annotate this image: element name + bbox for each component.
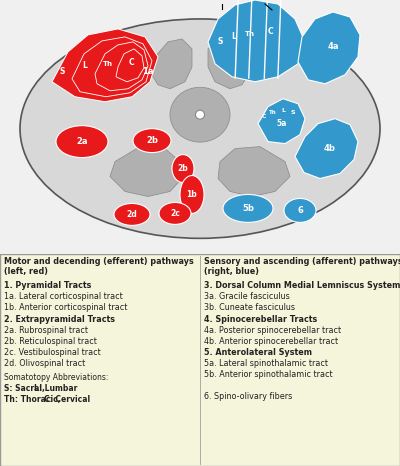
Text: 1b. Anterior corticospinal tract: 1b. Anterior corticospinal tract: [4, 303, 127, 312]
Text: 3. Dorsal Column Medial Lemniscus System: 3. Dorsal Column Medial Lemniscus System: [204, 281, 400, 290]
Text: L: L: [281, 108, 285, 113]
Ellipse shape: [159, 202, 191, 225]
Text: 2d. Olivospinal tract: 2d. Olivospinal tract: [4, 359, 85, 368]
Ellipse shape: [56, 126, 108, 158]
Polygon shape: [110, 147, 182, 197]
Text: Th: Th: [103, 61, 113, 67]
Polygon shape: [298, 12, 360, 84]
Text: L: L: [232, 33, 236, 41]
Text: 1a. Lateral corticospinal tract: 1a. Lateral corticospinal tract: [4, 292, 123, 302]
Ellipse shape: [196, 110, 204, 119]
Text: L: Lumbar: L: Lumbar: [34, 384, 77, 393]
Text: 5b: 5b: [242, 204, 254, 213]
Text: 2b: 2b: [178, 164, 188, 173]
Text: 2a. Rubrospinal tract: 2a. Rubrospinal tract: [4, 326, 88, 335]
Polygon shape: [208, 0, 305, 82]
Text: 2. Extrapyramidal Tracts: 2. Extrapyramidal Tracts: [4, 315, 115, 323]
Polygon shape: [258, 99, 305, 144]
Polygon shape: [95, 42, 148, 91]
Text: C: C: [128, 58, 134, 67]
Text: Somatotopy Abbreviations:: Somatotopy Abbreviations:: [4, 373, 108, 382]
Text: 2c: 2c: [170, 209, 180, 218]
Text: 3b: 3b: [259, 0, 271, 2]
Text: 4a. Posterior spinocerebellar tract: 4a. Posterior spinocerebellar tract: [204, 326, 341, 335]
Text: 1b: 1b: [187, 190, 197, 199]
Text: 5. Anterolateral System: 5. Anterolateral System: [204, 348, 312, 357]
Text: 3a: 3a: [216, 0, 228, 2]
Text: 3b. Cuneate fasciculus: 3b. Cuneate fasciculus: [204, 303, 295, 312]
Text: 1a: 1a: [142, 67, 154, 76]
Text: 4b. Anterior spinocerebellar tract: 4b. Anterior spinocerebellar tract: [204, 337, 338, 346]
Text: L: L: [82, 62, 88, 70]
Text: S: S: [59, 67, 65, 76]
Text: 2b: 2b: [146, 136, 158, 145]
Ellipse shape: [133, 129, 171, 152]
Text: 6: 6: [297, 206, 303, 215]
Text: Th: Thoracic,: Th: Thoracic,: [4, 395, 63, 404]
Polygon shape: [150, 39, 192, 89]
Polygon shape: [218, 147, 290, 197]
Ellipse shape: [114, 204, 150, 226]
Ellipse shape: [172, 155, 194, 183]
Ellipse shape: [223, 194, 273, 222]
Text: 2b. Reticulospinal tract: 2b. Reticulospinal tract: [4, 337, 97, 346]
Polygon shape: [72, 37, 152, 97]
Text: 2c. Vestibulospinal tract: 2c. Vestibulospinal tract: [4, 348, 101, 357]
Ellipse shape: [170, 87, 230, 142]
Text: 5b. Anterior spinothalamic tract: 5b. Anterior spinothalamic tract: [204, 370, 333, 379]
Text: 2a: 2a: [76, 137, 88, 146]
Ellipse shape: [20, 19, 380, 238]
Text: S: S: [291, 110, 295, 115]
Text: C: C: [262, 114, 266, 119]
Text: 5a. Lateral spinothalamic tract: 5a. Lateral spinothalamic tract: [204, 359, 328, 368]
Polygon shape: [116, 49, 144, 82]
FancyBboxPatch shape: [0, 254, 400, 466]
Text: 4b: 4b: [324, 144, 336, 153]
Text: C: Cervical: C: Cervical: [44, 395, 90, 404]
Text: 4. Spinocerebellar Tracts: 4. Spinocerebellar Tracts: [204, 315, 317, 323]
Text: Th: Th: [269, 110, 277, 115]
Text: C: C: [267, 27, 273, 36]
Text: S: S: [217, 37, 223, 47]
Ellipse shape: [284, 199, 316, 222]
Text: 6. Spino-olivary fibers: 6. Spino-olivary fibers: [204, 392, 292, 401]
Text: 2d: 2d: [127, 210, 137, 219]
Polygon shape: [52, 29, 158, 102]
Text: 3a. Gracile fasciculus: 3a. Gracile fasciculus: [204, 292, 290, 302]
Text: Th: Th: [245, 31, 255, 37]
Text: 1. Pyramidal Tracts: 1. Pyramidal Tracts: [4, 281, 91, 290]
Ellipse shape: [180, 176, 204, 213]
Polygon shape: [208, 39, 250, 89]
Text: S: Sacral,: S: Sacral,: [4, 384, 48, 393]
Text: Motor and decending (efferent) pathways
(left, red): Motor and decending (efferent) pathways …: [4, 257, 194, 276]
Text: 4a: 4a: [327, 42, 339, 51]
Text: Sensory and ascending (afferent) pathways
(right, blue): Sensory and ascending (afferent) pathway…: [204, 257, 400, 276]
Text: 5a: 5a: [277, 119, 287, 128]
Polygon shape: [295, 119, 358, 178]
